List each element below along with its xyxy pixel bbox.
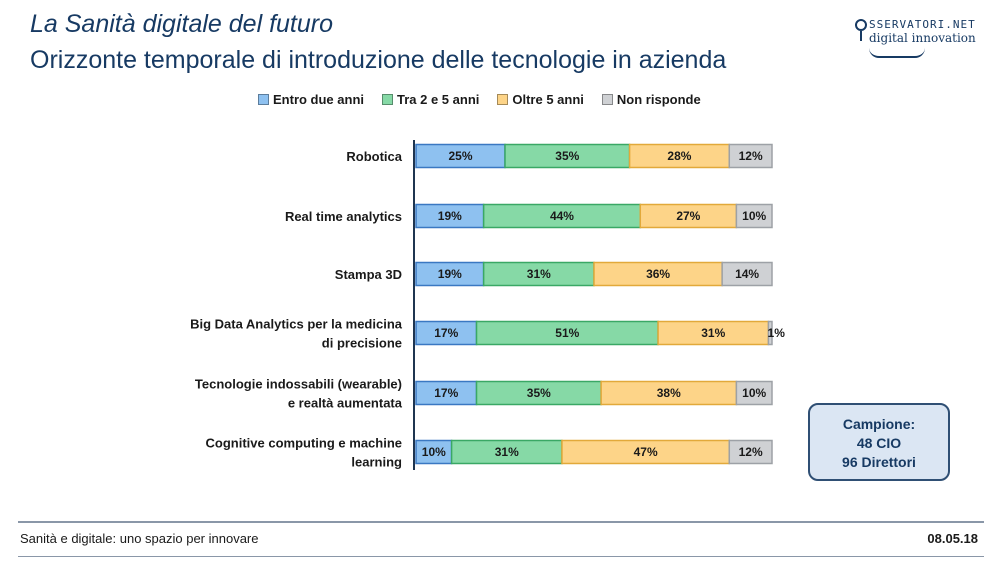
legend-item: Non risponde xyxy=(601,92,701,107)
legend-swatch xyxy=(258,94,269,105)
bar-value-label: 17% xyxy=(434,386,458,400)
sample-box-title: Campione: xyxy=(842,416,916,432)
category-label: Real time analytics xyxy=(285,209,402,224)
bar-value-label: 1% xyxy=(768,326,786,340)
bar-value-label: 31% xyxy=(701,326,725,340)
bar-segment xyxy=(728,439,773,465)
legend-label: Oltre 5 anni xyxy=(512,92,584,107)
legend-swatch xyxy=(601,94,613,105)
bar-value-label: 31% xyxy=(495,445,519,459)
category-label: di precisione xyxy=(322,336,402,351)
category-label: Stampa 3D xyxy=(335,267,402,282)
bar-value-label: 25% xyxy=(448,149,472,163)
sample-box-directors: 96 Direttori xyxy=(842,454,916,470)
bar-segment xyxy=(728,143,773,169)
category-label: Tecnologie indossabili (wearable) xyxy=(195,377,402,392)
logo-text-line2: digital innovation xyxy=(869,31,976,45)
legend-swatch xyxy=(382,94,393,105)
osservatori-logo: SSERVATORI.NET digital innovation xyxy=(855,18,976,58)
legend-swatch xyxy=(497,94,509,105)
logo-text-line1: SSERVATORI.NET xyxy=(869,18,976,31)
footer-caption: Sanità e digitale: uno spazio per innova… xyxy=(20,531,259,546)
bar-value-label: 35% xyxy=(527,386,551,400)
page-title: Orizzonte temporale di introduzione dell… xyxy=(30,46,727,74)
bar-value-label: 10% xyxy=(422,445,446,459)
bar-value-label: 19% xyxy=(438,209,462,223)
logo-pin-tail xyxy=(860,31,862,41)
category-label: Robotica xyxy=(346,149,402,164)
bar-value-label: 28% xyxy=(667,149,691,163)
footer-date: 08.05.18 xyxy=(927,531,978,546)
bar-value-label: 12% xyxy=(739,149,763,163)
bar-segment xyxy=(767,320,773,346)
bar-value-label: 36% xyxy=(646,267,670,281)
category-label: Big Data Analytics per la medicina xyxy=(190,317,403,332)
bar-value-label: 35% xyxy=(555,149,579,163)
bar-value-label: 14% xyxy=(735,267,759,281)
bar-value-label: 12% xyxy=(739,445,763,459)
legend-label: Non risponde xyxy=(616,92,701,107)
category-label: Cognitive computing e machine xyxy=(206,436,402,451)
bar-segment xyxy=(721,261,773,287)
category-label: learning xyxy=(351,455,402,470)
chart-legend: Entro due anni Tra 2 e 5 anni Oltre 5 an… xyxy=(258,92,701,107)
legend-label: Entro due anni xyxy=(273,92,364,107)
legend-item: Tra 2 e 5 anni xyxy=(382,92,479,107)
footer-divider xyxy=(18,521,984,523)
bar-value-label: 10% xyxy=(742,209,766,223)
logo-swoosh xyxy=(869,48,925,58)
bar-value-label: 10% xyxy=(742,386,766,400)
legend-item: Entro due anni xyxy=(258,92,364,107)
bar-value-label: 51% xyxy=(555,326,579,340)
footer-bottom-divider xyxy=(18,556,984,557)
bar-value-label: 19% xyxy=(438,267,462,281)
sample-box-cio: 48 CIO xyxy=(856,435,902,451)
bar-segment xyxy=(735,380,773,406)
bar-value-label: 38% xyxy=(657,386,681,400)
category-label: e realtà aumentata xyxy=(288,396,403,411)
legend-label: Tra 2 e 5 anni xyxy=(397,92,480,107)
sample-box: Campione: 48 CIO 96 Direttori xyxy=(808,403,950,481)
logo-pin-icon xyxy=(855,19,867,31)
legend-item: Oltre 5 anni xyxy=(497,92,584,107)
title-italic: La Sanità digitale del futuro xyxy=(30,10,333,38)
bar-value-label: 47% xyxy=(634,445,658,459)
bar-segment xyxy=(735,203,773,229)
bar-value-label: 17% xyxy=(434,326,458,340)
bar-value-label: 31% xyxy=(527,267,551,281)
bar-value-label: 44% xyxy=(550,209,574,223)
bar-value-label: 27% xyxy=(676,209,700,223)
